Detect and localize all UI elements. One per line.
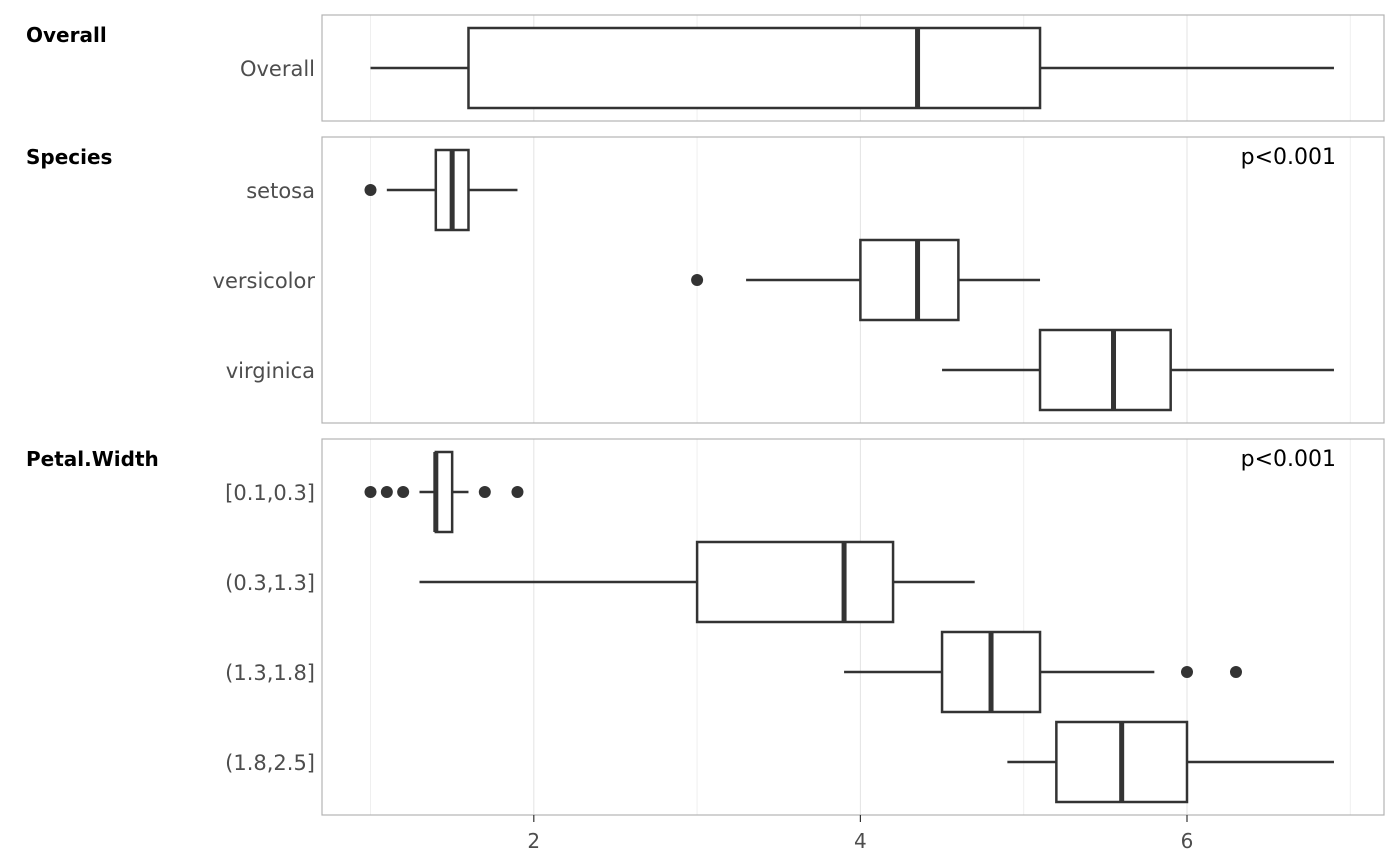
iqr-box (1038, 328, 1172, 412)
iqr-box (695, 540, 895, 624)
panel-border (321, 136, 1385, 424)
x-tick-label: 2 (527, 829, 540, 853)
group-label: versicolor (213, 269, 316, 293)
box-1-3-1-8: (1.3,1.8] (225, 630, 1242, 714)
box-1-8-2-5: (1.8,2.5] (225, 720, 1334, 804)
outlier-point (380, 486, 393, 498)
p-value-label: p<0.001 (1241, 145, 1336, 170)
outlier-point (691, 274, 704, 286)
box-setosa: setosa (246, 148, 518, 232)
outlier-point (478, 486, 491, 498)
box-virginica: virginica (226, 328, 1334, 412)
p-value-label: p<0.001 (1241, 447, 1336, 472)
group-label: virginica (226, 359, 315, 383)
group-label: (1.8,2.5] (225, 751, 315, 775)
box-0-3-1-3: (0.3,1.3] (225, 540, 975, 624)
panel-title: Overall (26, 23, 107, 47)
iqr-box (859, 238, 960, 322)
box-Overall: Overall (240, 26, 1334, 110)
box-0-1-0-3: [0.1,0.3] (225, 450, 524, 534)
iqr-box (467, 26, 1042, 110)
outlier-point (364, 486, 377, 498)
outlier-point (511, 486, 524, 498)
panel-title: Species (26, 145, 112, 169)
group-label: setosa (246, 179, 315, 203)
outlier-point (397, 486, 410, 498)
panel-border (321, 438, 1385, 816)
box-versicolor: versicolor (213, 238, 1041, 322)
panel-species: Species p<0.001 setosa versicolor virginica (26, 136, 1385, 424)
group-label: (0.3,1.3] (225, 571, 315, 595)
group-label: [0.1,0.3] (225, 481, 315, 505)
outlier-point (1181, 666, 1193, 678)
panel-overall: Overall Overall (26, 14, 1385, 122)
panel-title: Petal.Width (26, 447, 159, 471)
group-label: (1.3,1.8] (225, 661, 315, 685)
panel-border (321, 14, 1385, 122)
group-label: Overall (240, 57, 315, 81)
panel-petal-width: Petal.Width p<0.001 [0.1,0.3] (0.3,1.3] (1.3… (26, 438, 1385, 816)
outlier-point (1229, 666, 1242, 678)
outlier-point (364, 184, 377, 196)
x-tick-label: 6 (1181, 829, 1194, 853)
x-tick-label: 4 (854, 829, 867, 853)
